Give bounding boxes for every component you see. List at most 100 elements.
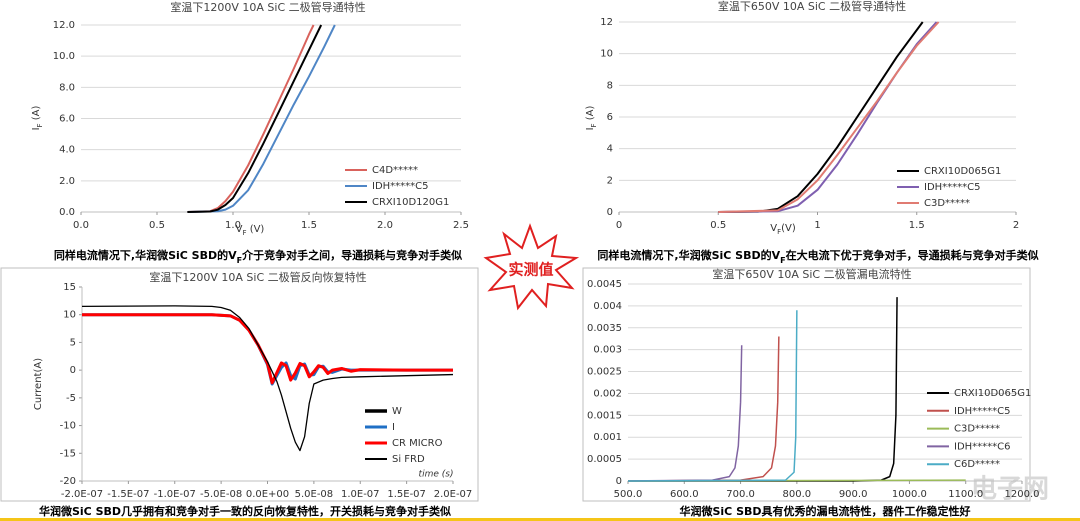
y-tick-label: 0 [607,207,613,218]
badge-text: 实测值 [508,261,553,279]
y-tick-label: 6 [607,112,613,123]
axis-label-unit: (V) [247,224,265,235]
caption-sub: F [780,256,785,265]
x-tick-label: 5.0E-08 [295,489,334,500]
y-tick-label: -10 [60,421,76,432]
y-tick-label: 0.0045 [587,279,622,290]
y-tick-label: 12 [600,17,613,28]
y-tick-label: 2 [607,175,613,186]
axis-label: IF (A) [31,106,44,131]
x-tick-label: 600.0 [670,489,699,500]
legend-label: CRXI10D120G1 [372,197,449,208]
y-tick-label: 15 [63,282,76,293]
x-tick-label: 0 [616,220,622,231]
y-tick-label: 0.0035 [587,323,622,334]
x-tick-label: 1.0 [225,220,241,231]
series-line [187,24,336,213]
legend-label: Si FRD [392,454,425,465]
axis-label: Current(A) [33,358,44,410]
bottom-strip [0,518,1080,521]
y-tick-label: 5 [70,337,76,348]
x-tick-label: 2.5 [453,220,469,231]
y-tick-label: 0.003 [593,345,622,356]
y-tick-label: 0.004 [593,301,622,312]
y-tick-label: 8.0 [59,82,75,93]
series-line [187,24,323,213]
legend-label: CRXI10D065G1 [924,166,1001,177]
y-tick-label: 0 [616,476,622,487]
chart-title: 室温下1200V 10A SiC 二极管反向恢复特性 [149,270,366,284]
x-tick-label: 1.5 [301,220,317,231]
x-tick-label: 700.0 [726,489,755,500]
y-tick-label: 4.0 [59,145,75,156]
legend-label: C3D***** [924,198,970,209]
x-tick-label: 1100.0 [948,489,983,500]
y-tick-label: -15 [60,448,76,459]
legend-label: I [392,422,395,433]
x-tick-label: 0.5 [149,220,165,231]
y-tick-label: 2.0 [59,176,75,187]
legend-label: CRXI10D065G1 [954,388,1031,399]
y-tick-label: 10 [600,49,613,60]
legend-label: CR MICRO [392,438,443,449]
y-tick-label: 0.0 [59,207,75,218]
caption: 同样电流情况下,华润微SiC SBD的VF在大电流下优于竞争对手，导通损耗与竞争… [597,248,1038,265]
axis-label-sub: F [36,123,44,127]
chart-title: 室温下650V 10A SiC 二极管导通特性 [718,0,906,13]
x-tick-label: 800.0 [783,489,812,500]
caption: 华润微SiC SBD具有优秀的漏电流特性，器件工作稳定性好 [679,504,970,518]
axis-label-sub: F [777,228,781,236]
watermark: 电子网 [971,475,1049,505]
x-tick-label: -1.0E-07 [154,489,196,500]
y-tick-label: 0.002 [593,388,622,399]
axis-label-sub: F [242,229,246,237]
y-tick-label: 6.0 [59,114,75,125]
chart-frame [582,267,1031,502]
legend-label: C3D***** [954,424,1000,435]
series-line [627,310,798,482]
x-tick-label: -5.0E-08 [200,489,242,500]
x-tick-label: 2.0E-07 [434,489,473,500]
y-tick-label: -20 [60,476,76,487]
x-tick-label: 1.0E-07 [341,489,380,500]
series-line [82,313,453,385]
legend-label: W [392,406,402,417]
legend-label: C6D***** [954,459,1000,470]
x-tick-label: 1200.0 [1005,489,1040,500]
x-tick-label: 1.5 [909,220,925,231]
axis-label-sub: F [590,123,598,127]
annotation: time (s) [419,470,454,480]
x-tick-label: 0.0 [73,220,89,231]
axis-label-main: V [770,223,777,234]
axis-label: VF (V) [236,224,265,237]
legend-label: IDH*****C5 [954,406,1011,417]
y-tick-label: 8 [607,80,613,91]
x-tick-label: 500.0 [614,489,643,500]
x-tick-label: 0.0E+00 [246,489,289,500]
caption: 华润微SiC SBD几乎拥有和竞争对手一致的反向恢复特性，开关损耗与竞争对手类似 [39,504,451,518]
legend-label: C4D***** [372,165,418,176]
chart-title: 室温下650V 10A SiC 二极管漏电流特性 [712,267,911,281]
y-tick-label: 0.001 [593,432,622,443]
axis-label-main: I [585,127,596,130]
legend-label: IDH*****C6 [954,441,1011,452]
caption-text: 介于竞争对手之间，导通损耗与竞争对手类似 [241,248,462,262]
caption-sub: F [237,256,242,265]
axis-label-main: I [31,127,42,130]
y-tick-label: 10.0 [53,51,75,62]
x-tick-label: 1.5E-07 [387,489,426,500]
axis-label-unit: (V) [781,223,796,234]
x-tick-label: 2 [1013,220,1019,231]
x-tick-label: 0.5 [710,220,726,231]
axis-label-unit: (A) [585,106,596,124]
series-line [718,21,940,213]
caption-text: 同样电流情况下,华润微SiC SBD的V [597,248,780,262]
y-tick-label: 0.0015 [587,410,622,421]
y-tick-label: 10 [63,310,76,321]
y-tick-label: 4 [607,144,613,155]
axis-label-unit: (A) [31,106,42,124]
x-tick-label: -1.5E-07 [107,489,149,500]
axis-label: VF(V) [770,223,796,236]
badge-burst [483,223,580,311]
